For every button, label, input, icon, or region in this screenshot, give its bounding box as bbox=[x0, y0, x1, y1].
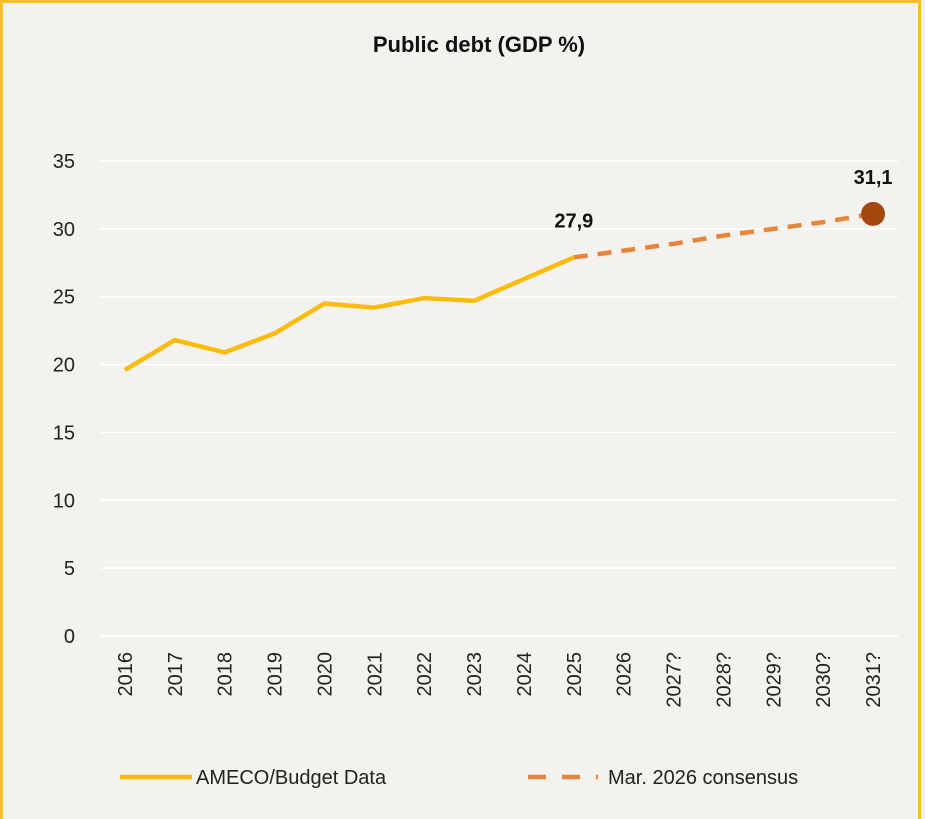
x-tick-label: 2030? bbox=[813, 652, 835, 708]
chart-title: Public debt (GDP %) bbox=[373, 32, 585, 57]
x-tick-label: 2017 bbox=[165, 652, 187, 697]
series-lines bbox=[123, 211, 874, 372]
data-labels: 27,9 31,1 bbox=[554, 167, 892, 232]
x-tick-label: 2025 bbox=[564, 652, 586, 697]
legend-label-actual: AMECO/Budget Data bbox=[196, 767, 387, 789]
y-tick-label: 30 bbox=[53, 219, 75, 241]
legend: AMECO/Budget Data Mar. 2026 consensus bbox=[120, 767, 798, 789]
y-tick-label: 15 bbox=[53, 422, 75, 444]
data-label: 27,9 bbox=[554, 210, 593, 232]
x-tick-label: 2024 bbox=[514, 652, 536, 697]
y-tick-label: 20 bbox=[53, 355, 75, 377]
y-tick-label: 5 bbox=[64, 558, 75, 580]
x-tick-label: 2029? bbox=[763, 652, 785, 708]
x-tick-label: 2031? bbox=[863, 652, 885, 708]
x-axis-ticks: 2016 2017 2018 2019 2020 2021 2022 2023 2024 2025… bbox=[115, 652, 885, 708]
endpoint-marker bbox=[861, 201, 886, 226]
y-tick-label: 25 bbox=[53, 287, 75, 309]
x-tick-label: 2027? bbox=[664, 652, 686, 708]
y-tick-label: 35 bbox=[53, 151, 75, 173]
x-tick-label: 2018 bbox=[215, 652, 237, 697]
x-tick-label: 2016 bbox=[115, 652, 137, 697]
x-tick-label: 2020 bbox=[314, 652, 336, 697]
x-tick-label: 2026 bbox=[614, 652, 636, 697]
x-tick-label: 2019 bbox=[265, 652, 287, 697]
x-tick-label: 2021 bbox=[364, 652, 386, 697]
y-tick-label: 0 bbox=[64, 626, 75, 648]
x-tick-label: 2023 bbox=[464, 652, 486, 697]
y-tick-label: 10 bbox=[53, 490, 75, 512]
y-axis-ticks: 0 5 10 15 20 25 30 35 bbox=[53, 151, 75, 648]
data-label: 31,1 bbox=[854, 167, 893, 189]
gridlines bbox=[100, 160, 898, 637]
series-line-actual bbox=[123, 255, 575, 372]
x-tick-label: 2028? bbox=[713, 652, 735, 708]
series-line-forecast bbox=[573, 211, 874, 260]
legend-label-forecast: Mar. 2026 consensus bbox=[608, 767, 798, 789]
x-tick-label: 2022 bbox=[414, 652, 436, 697]
